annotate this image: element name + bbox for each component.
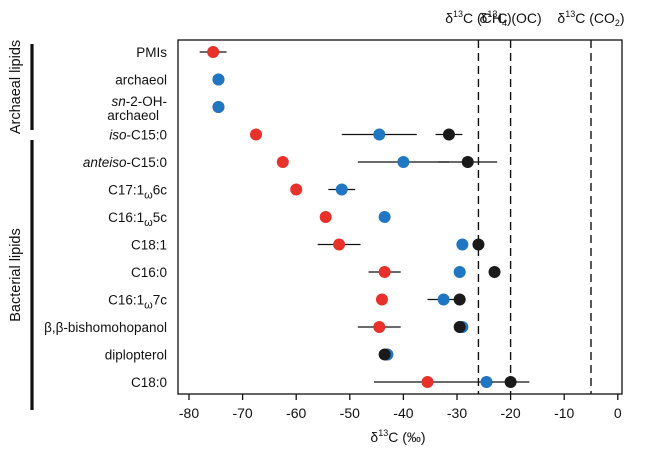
category-label: archaeol [107,108,159,123]
category-label: C17:1ω6c [108,183,167,202]
data-point [456,238,469,251]
x-tick-label: -50 [340,405,360,421]
data-point [442,128,455,141]
x-tick-label: -70 [232,405,252,421]
data-point [373,321,386,333]
reference-line-label: δ13C (CO2) [557,9,624,28]
x-tick-label: -30 [447,405,467,421]
data-point [276,156,289,168]
x-tick-label: 0 [614,405,622,421]
data-point [453,293,466,306]
x-tick-label: -80 [179,405,199,421]
data-point [453,321,466,333]
data-point [453,266,466,278]
data-point [504,376,517,388]
category-label: PMIs [136,45,167,60]
category-label: β,β-bishomohopanol [44,320,167,335]
x-axis-title: δ13C (‰) [370,428,425,445]
x-tick-label: -60 [286,405,306,421]
data-point [375,293,388,306]
data-point [378,211,391,223]
reference-line-label: δ13C (OC) [480,9,542,26]
category-label: C18:1 [131,238,167,253]
data-point [461,156,474,168]
data-point [333,238,346,251]
category-label: diplopterol [105,348,167,363]
category-label: C16:1ω7c [108,293,167,312]
data-point [421,376,434,388]
x-tick-label: -10 [554,405,574,421]
data-point [290,183,303,196]
category-label: C16:1ω5c [108,210,167,229]
reference-line-label: δ13C (CH4) [445,9,511,28]
data-point [397,156,410,168]
category-label: C18:0 [131,375,167,390]
data-point [480,376,493,388]
data-point [207,46,220,58]
data-point [378,266,391,278]
x-tick-label: -20 [500,405,520,421]
x-tick-label: -40 [393,405,413,421]
data-point [250,128,262,141]
category-label: C16:0 [131,265,167,280]
data-point [212,101,225,113]
group-label: Bacterial lipids [8,228,24,322]
data-point [335,183,348,196]
plot-frame [177,39,623,395]
data-point [319,211,332,223]
data-point [378,348,391,361]
group-label: Archaeal lipids [8,40,24,134]
category-label: archaeol [115,73,167,88]
data-point [212,73,225,86]
category-label: sn-2-OH- [111,94,167,109]
data-point [472,238,485,251]
data-point [437,293,450,306]
category-label: anteiso-C15:0 [83,155,167,170]
category-label: iso-C15:0 [109,128,167,143]
data-point [373,128,386,141]
data-point [488,266,501,278]
